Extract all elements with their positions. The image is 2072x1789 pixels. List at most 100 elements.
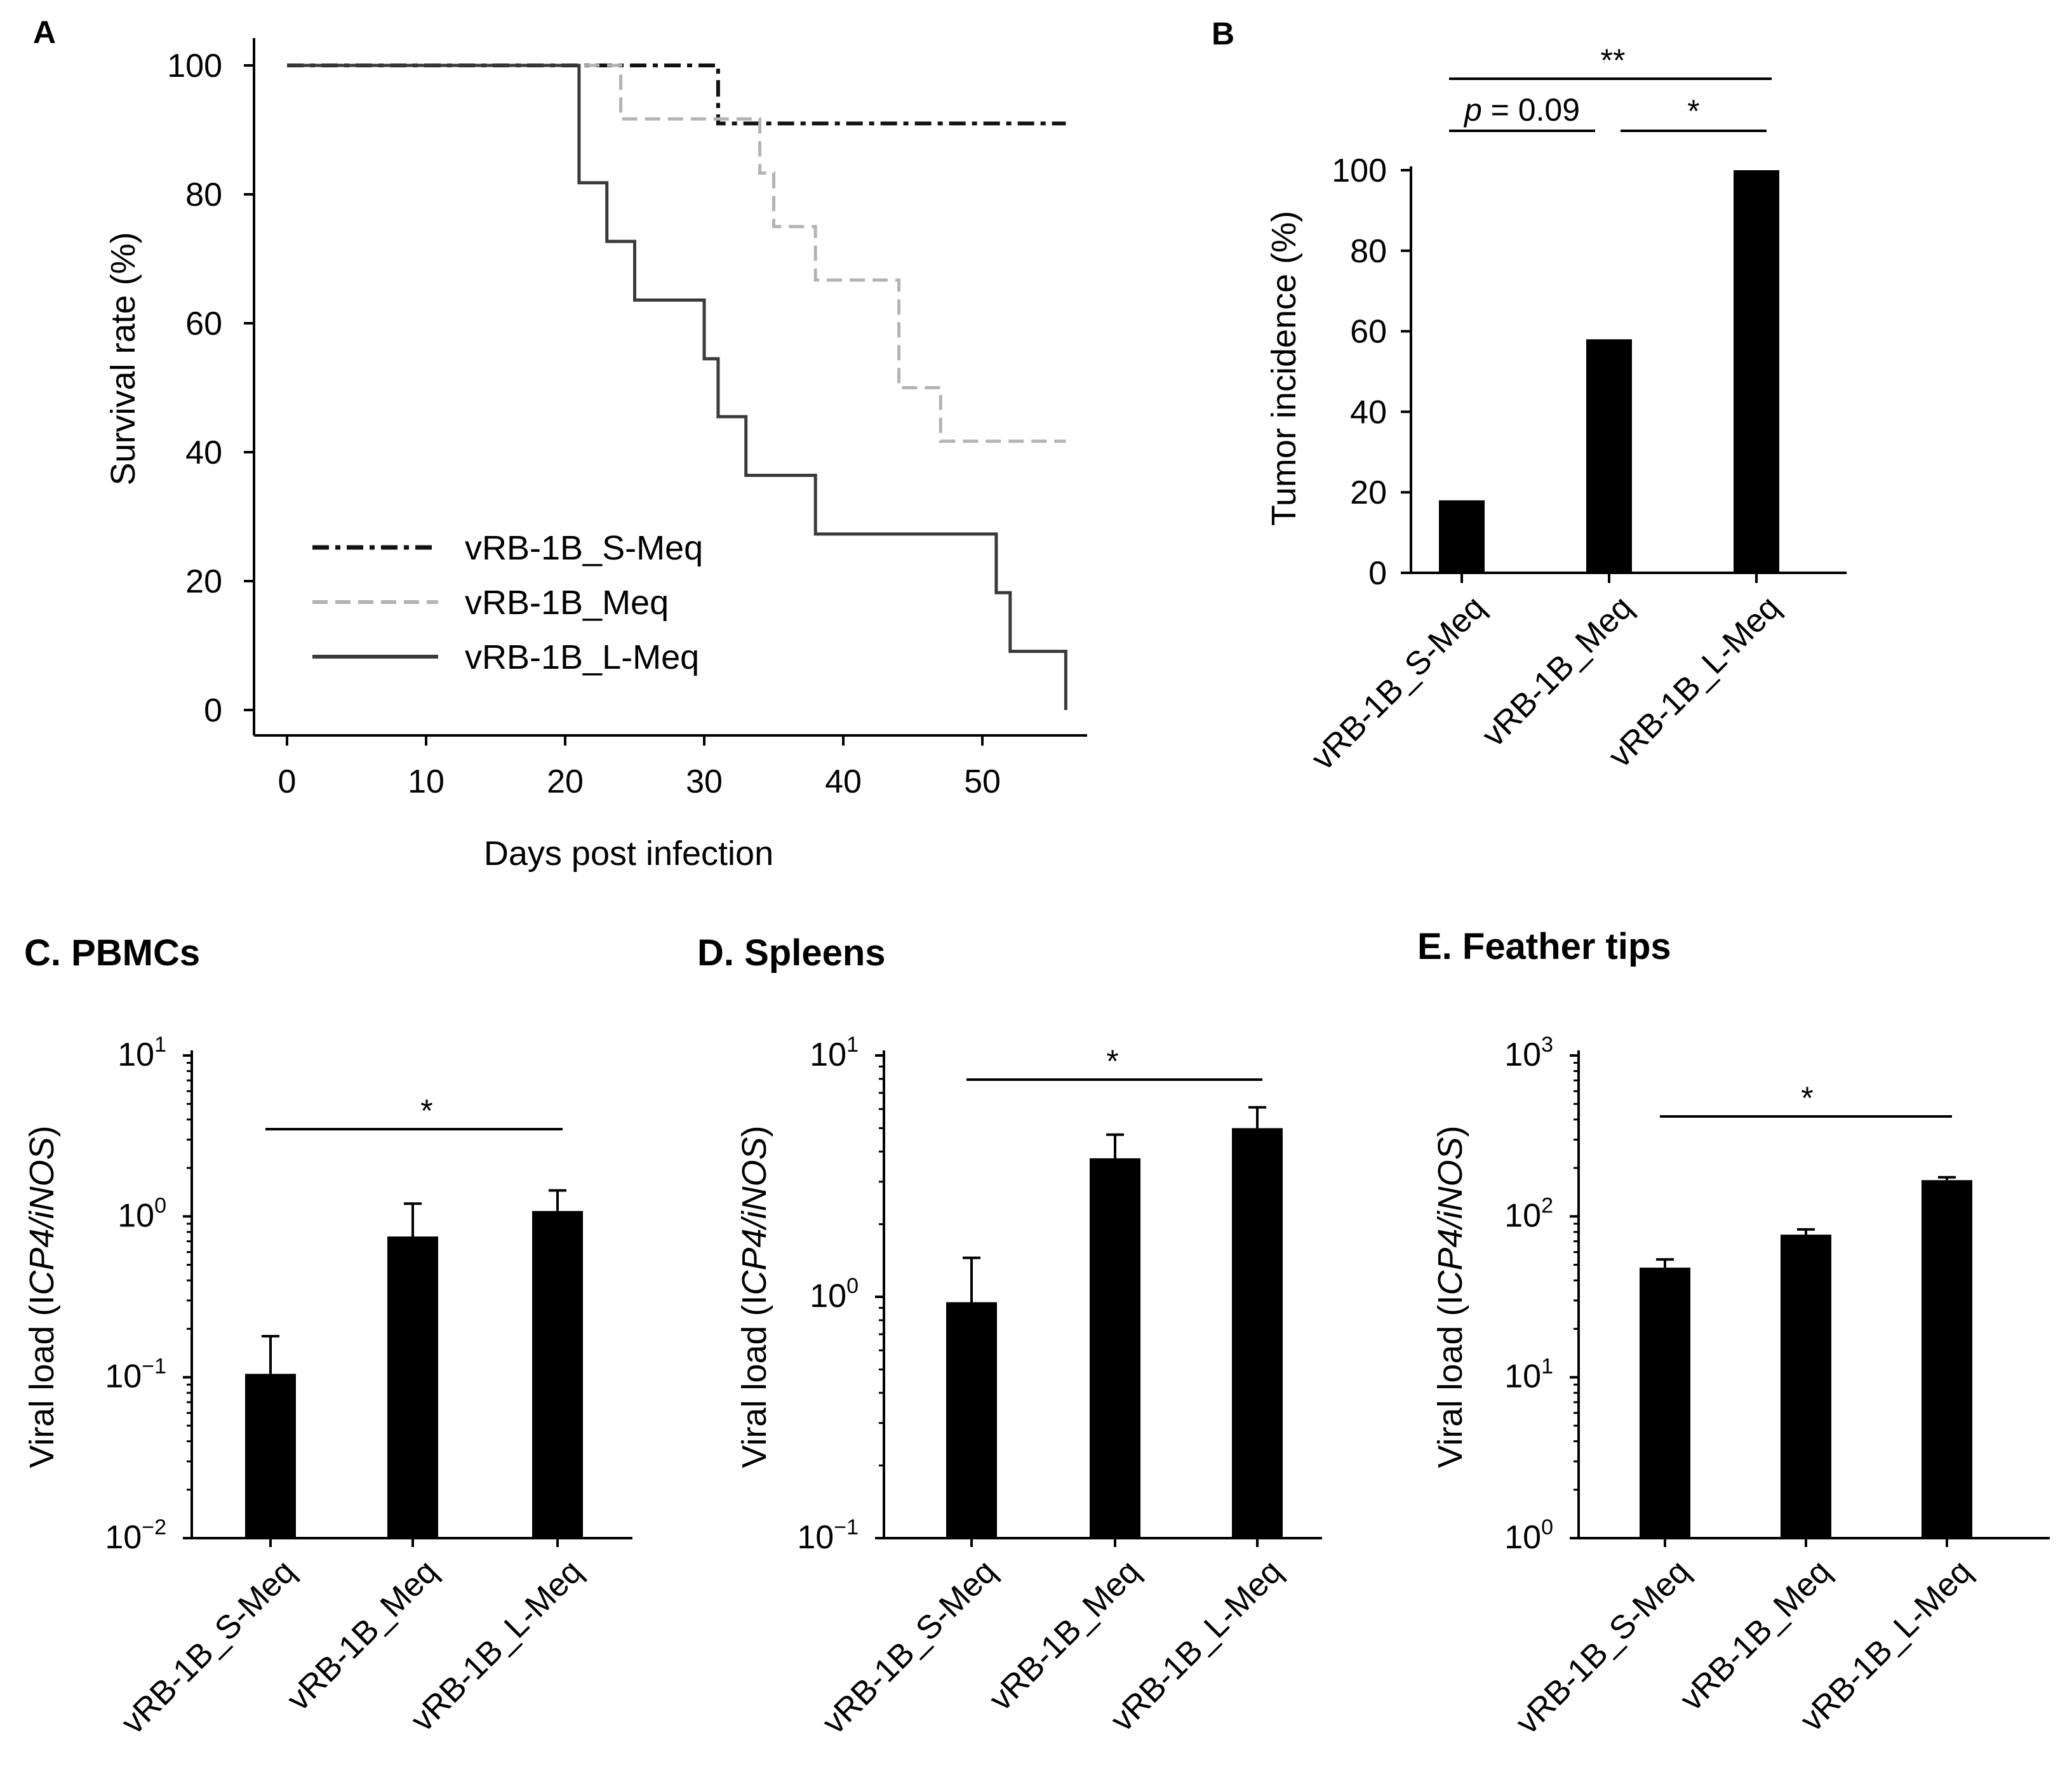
survival-curve-2 — [287, 64, 1066, 443]
x-category-label: vRB-1B_S-Meq — [114, 1553, 302, 1741]
y-tick-label: 100 — [1332, 152, 1387, 189]
y-axis-label-italic: CP4/iNOS — [735, 1137, 773, 1295]
y-tick-base: 10 — [810, 1036, 846, 1073]
y-tick-exponent: 0 — [154, 1193, 166, 1217]
x-tick-label: 20 — [547, 763, 584, 800]
panel-c-title: C. PBMCs — [24, 932, 200, 974]
y-tick-label: 0 — [204, 692, 222, 729]
y-tick-label: 101 — [810, 1033, 859, 1073]
y-tick-label: 10−2 — [105, 1515, 166, 1556]
y-tick-exponent: 2 — [1541, 1193, 1553, 1217]
x-tick-label: 50 — [964, 763, 1001, 800]
y-tick-exponent: 1 — [154, 1033, 166, 1057]
p-value-text: = 0.09 — [1482, 92, 1580, 128]
bar-vRB-1B_S-Meq — [1640, 1268, 1690, 1538]
bar-vRB-1B_Meq — [387, 1236, 438, 1538]
y-tick-label: 100 — [167, 48, 222, 84]
y-tick-label: 100 — [117, 1193, 166, 1234]
p-value-symbol: p — [1463, 92, 1482, 128]
x-category-label: vRB-1B_S-Meq — [815, 1553, 1003, 1741]
survival-plot-axes: 0 20 40 60 80 100 0 10 20 30 40 50 — [167, 38, 1087, 800]
y-axis-label-prefix: Viral load (I — [1431, 1295, 1469, 1468]
panel-b-letter: B — [1212, 16, 1234, 51]
x-tick-label: 10 — [408, 763, 444, 800]
panel-e-title: E. Feather tips — [1417, 926, 1671, 967]
y-axis-label: Tumor incidence (%) — [1265, 211, 1303, 526]
y-axis-label-prefix: Viral load (I — [735, 1295, 773, 1468]
y-tick-label: 60 — [185, 305, 222, 342]
x-category-label: vRB-1B_S-Meq — [1509, 1553, 1697, 1741]
y-tick-label: 40 — [1350, 394, 1387, 431]
y-tick-label: 101 — [1504, 1355, 1553, 1395]
y-tick-label: 103 — [1504, 1033, 1553, 1073]
panel-b: B 020406080100vRB-1B_S-MeqvRB-1B_MeqvRB-… — [1212, 16, 1847, 777]
y-tick-exponent: 1 — [1541, 1355, 1553, 1379]
bar-vRB-1B_L-Meq — [1734, 170, 1779, 573]
x-tick-label: 30 — [686, 763, 723, 800]
y-tick-label: 80 — [185, 177, 222, 213]
y-tick-base: 10 — [1504, 1197, 1541, 1234]
p-value-label: p = 0.09 — [1463, 92, 1580, 128]
y-tick-label: 80 — [1350, 233, 1387, 270]
y-tick-label: 101 — [117, 1033, 166, 1073]
panel-a: A 0 20 40 60 80 100 0 10 20 30 40 50 Days post infe… — [33, 15, 1087, 873]
bar-vRB-1B_S-Meq — [946, 1302, 997, 1538]
x-axis-label: Days post infection — [484, 834, 773, 873]
y-tick-exponent: −2 — [142, 1515, 166, 1539]
y-axis-label: Survival rate (%) — [104, 232, 142, 485]
y-tick-label: 20 — [1350, 474, 1387, 511]
significance-label: * — [420, 1093, 432, 1129]
legend-label: vRB-1B_L-Meq — [465, 638, 699, 676]
y-tick-label: 10−1 — [797, 1515, 859, 1556]
bar-vRB-1B_S-Meq — [1439, 500, 1485, 573]
y-tick-base: 10 — [117, 1197, 154, 1234]
bar-vRB-1B_L-Meq — [1232, 1128, 1283, 1538]
bar-vRB-1B_Meq — [1090, 1158, 1140, 1538]
y-tick-base: 10 — [810, 1278, 846, 1315]
y-tick-base: 10 — [1504, 1358, 1541, 1395]
panel-c: C. PBMCs 10−210−1100101vRB-1B_S-MeqvRB-1… — [23, 932, 632, 1741]
y-axis-label: Viral load (ICP4/iNOS) — [1431, 1125, 1469, 1468]
bar-vRB-1B_L-Meq — [532, 1210, 583, 1538]
y-tick-base: 10 — [1504, 1036, 1541, 1073]
significance-label: * — [1106, 1043, 1118, 1079]
y-tick-label: 102 — [1504, 1193, 1553, 1234]
bar-vRB-1B_S-Meq — [245, 1374, 296, 1538]
significance-label: * — [1687, 93, 1699, 129]
y-axis-label-italic: CP4/iNOS — [1431, 1137, 1469, 1295]
x-tick-label: 0 — [278, 763, 297, 800]
x-category-label: vRB-1B_Meq — [1475, 589, 1640, 754]
panel-d-title: D. Spleens — [697, 932, 886, 974]
y-tick-label: 100 — [810, 1274, 859, 1315]
y-tick-label: 40 — [185, 434, 222, 471]
bar-vRB-1B_Meq — [1781, 1235, 1831, 1538]
y-tick-exponent: 0 — [846, 1274, 859, 1298]
y-tick-label: 10−1 — [105, 1355, 166, 1395]
legend: vRB-1B_S-Meq vRB-1B_Meq vRB-1B_L-Meq — [312, 529, 703, 676]
panel-a-letter: A — [33, 15, 56, 50]
panel-e: E. Feather tips 100101102103vRB-1B_S-Meq… — [1417, 926, 2050, 1741]
significance-label: * — [1801, 1080, 1813, 1116]
significance-label: ** — [1601, 43, 1626, 78]
y-tick-exponent: 0 — [1541, 1515, 1553, 1539]
y-tick-exponent: −1 — [142, 1355, 166, 1379]
y-tick-base: 10 — [117, 1036, 154, 1073]
x-category-label: vRB-1B_S-Meq — [1304, 589, 1492, 777]
y-axis-label-italic: CP4/iNOS — [23, 1137, 61, 1295]
legend-label: vRB-1B_S-Meq — [465, 529, 703, 567]
x-tick-label: 40 — [825, 763, 862, 800]
y-tick-exponent: 1 — [846, 1033, 859, 1057]
y-tick-label: 20 — [185, 563, 222, 600]
y-axis-label-suffix: ) — [1431, 1125, 1469, 1137]
y-axis-label: Viral load (ICP4/iNOS) — [735, 1125, 773, 1468]
y-tick-label: 60 — [1350, 314, 1387, 351]
y-tick-exponent: 3 — [1541, 1033, 1553, 1057]
y-tick-label: 0 — [1368, 555, 1387, 592]
y-axis-label-prefix: Viral load (I — [23, 1295, 61, 1468]
y-tick-label: 100 — [1504, 1515, 1553, 1556]
y-axis-label-suffix: ) — [23, 1125, 61, 1137]
survival-curves — [287, 64, 1067, 710]
x-category-label: vRB-1B_Meq — [280, 1553, 445, 1718]
survival-curve-3 — [287, 64, 1067, 710]
y-axis-label: Viral load (ICP4/iNOS) — [23, 1125, 61, 1468]
